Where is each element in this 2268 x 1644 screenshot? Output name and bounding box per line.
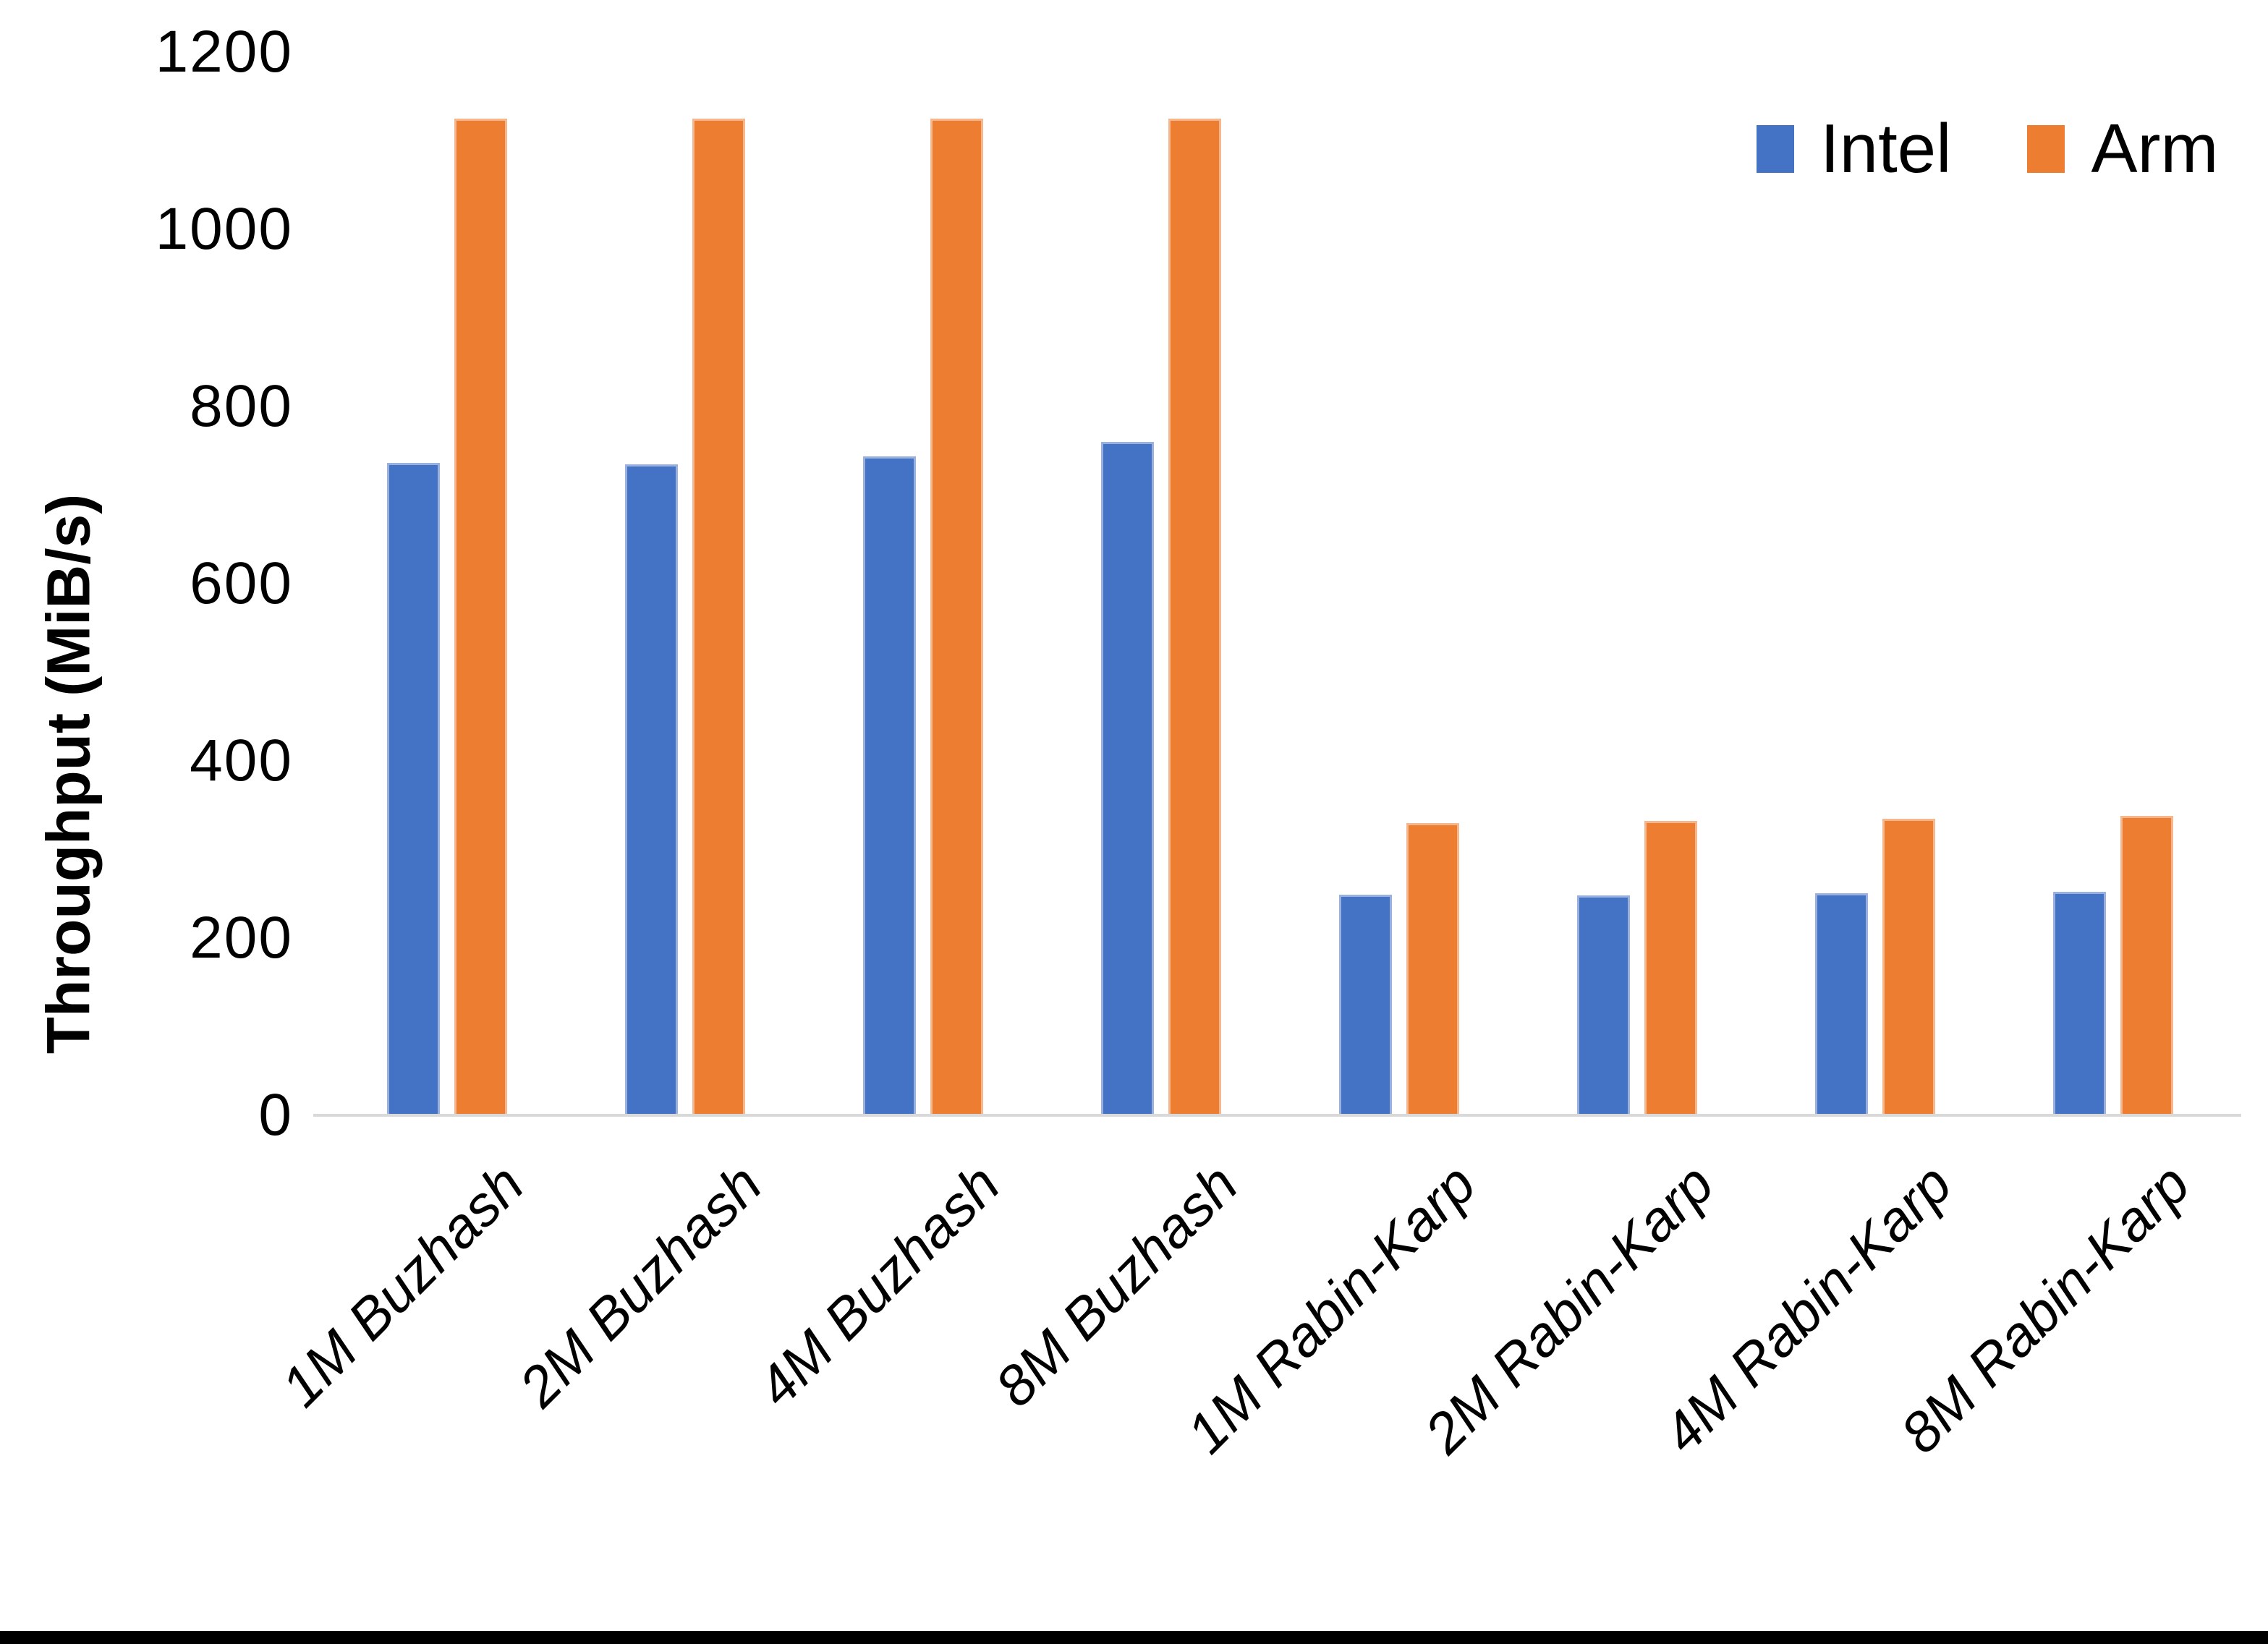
bar-arm-4m-rabin-karp xyxy=(1882,818,1935,1115)
bar-group-8m-rabin-karp xyxy=(1994,52,2232,1115)
y-tick-label: 400 xyxy=(190,728,293,793)
bar-group-1m-buzhash xyxy=(328,52,566,1115)
bar-intel-8m-buzhash xyxy=(1100,442,1154,1115)
bar-intel-4m-buzhash xyxy=(862,456,916,1115)
legend-label-intel: Intel xyxy=(1820,110,1952,187)
y-tick-label: 0 xyxy=(258,1082,293,1148)
plot-area xyxy=(328,52,2232,1115)
bar-groups xyxy=(328,52,2232,1115)
y-tick-label: 1200 xyxy=(155,19,293,85)
bar-arm-2m-buzhash xyxy=(692,118,745,1115)
bar-arm-2m-rabin-karp xyxy=(1644,821,1697,1115)
bar-group-1m-rabin-karp xyxy=(1280,52,1518,1115)
legend-swatch-arm xyxy=(2027,125,2065,173)
bar-group-2m-buzhash xyxy=(566,52,804,1115)
y-tick-label: 800 xyxy=(190,373,293,439)
bar-intel-1m-buzhash xyxy=(386,463,440,1115)
bar-intel-8m-rabin-karp xyxy=(2052,892,2106,1115)
x-axis-line xyxy=(313,1114,2241,1117)
bar-group-2m-rabin-karp xyxy=(1518,52,1756,1115)
y-tick-label: 600 xyxy=(190,550,293,616)
bottom-border-bar xyxy=(0,1631,2268,1644)
bar-group-8m-buzhash xyxy=(1042,52,1280,1115)
bar-arm-1m-buzhash xyxy=(454,118,507,1115)
bar-arm-8m-buzhash xyxy=(1168,118,1221,1115)
legend-item-arm: Arm xyxy=(2027,114,2218,184)
bar-group-4m-buzhash xyxy=(804,52,1042,1115)
legend: Intel Arm xyxy=(1757,114,2218,184)
y-tick-label: 1000 xyxy=(155,196,293,262)
legend-swatch-intel xyxy=(1757,125,1794,173)
bar-intel-2m-buzhash xyxy=(624,464,678,1115)
legend-item-intel: Intel xyxy=(1757,114,1951,184)
bar-arm-8m-rabin-karp xyxy=(2120,815,2173,1115)
bar-group-4m-rabin-karp xyxy=(1756,52,1994,1115)
bar-arm-1m-rabin-karp xyxy=(1406,822,1459,1115)
bar-arm-4m-buzhash xyxy=(930,118,983,1115)
bar-intel-1m-rabin-karp xyxy=(1338,894,1392,1115)
bar-intel-4m-rabin-karp xyxy=(1814,893,1868,1115)
legend-label-arm: Arm xyxy=(2091,110,2219,187)
bar-intel-2m-rabin-karp xyxy=(1576,895,1630,1115)
y-tick-label: 200 xyxy=(190,905,293,971)
